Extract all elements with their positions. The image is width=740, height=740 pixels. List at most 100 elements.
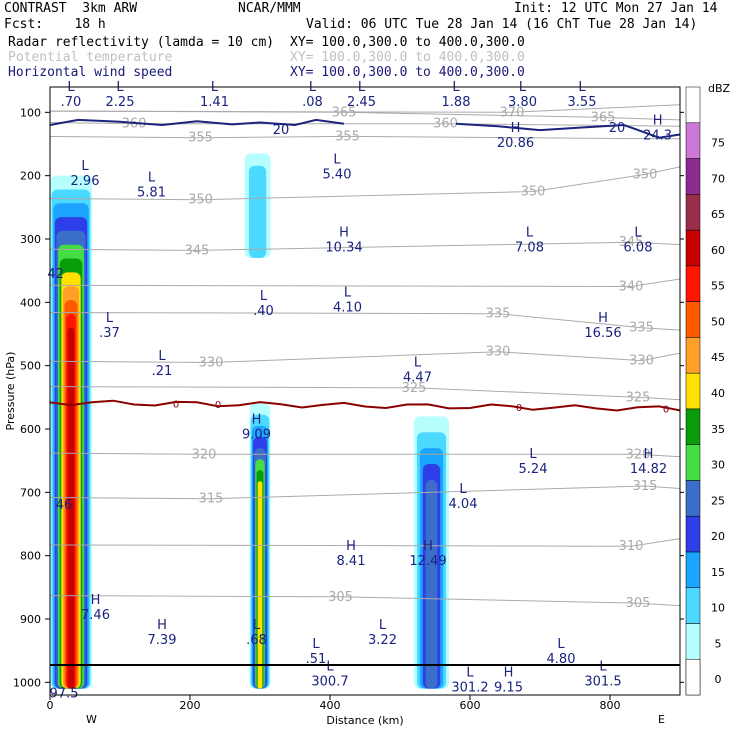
edge-value-label: 46 xyxy=(56,498,73,513)
colorbar-swatch-25 xyxy=(685,480,701,517)
wind-extremum-value: 5.40 xyxy=(323,168,352,183)
wind-extremum-value: .08 xyxy=(302,95,323,110)
theta-label-320: 320 xyxy=(192,447,217,462)
west-edge-convection-level-60 xyxy=(67,327,75,689)
wind-extremum-value: 2.96 xyxy=(71,174,100,189)
colorbar-unit: dBZ xyxy=(708,82,731,95)
y-tick-label: 600 xyxy=(20,423,41,436)
x-tick-label: 600 xyxy=(460,699,481,712)
theta-contour-340 xyxy=(50,278,680,288)
wind-extremum-value: 14.82 xyxy=(630,462,667,477)
wind-extremum-value: 9.15 xyxy=(494,681,523,696)
theta-contour-315 xyxy=(50,485,680,500)
theta-contour-335 xyxy=(50,312,680,331)
colorbar-swatch-10 xyxy=(685,587,701,624)
colorbar-swatch-70 xyxy=(685,158,701,195)
x-tick-label: 800 xyxy=(600,699,621,712)
wind-extremum-low-marker: L xyxy=(148,170,156,185)
theta-contour-310 xyxy=(50,538,680,547)
wind-extremum-high-marker: H xyxy=(423,539,433,554)
wind-extremum-low-marker: L xyxy=(526,226,534,241)
wind-extremum-value: 16.56 xyxy=(584,326,621,341)
wind-contour-20-west xyxy=(50,118,345,127)
wind-contour-label: 20 xyxy=(273,123,290,138)
theta-label-305: 305 xyxy=(626,596,651,611)
y-tick-label: 900 xyxy=(20,613,41,626)
theta-label-350: 350 xyxy=(521,185,546,200)
colorbar-level-label: 65 xyxy=(711,208,725,221)
colorbar-top-cap xyxy=(685,86,701,124)
theta-contour-320 xyxy=(50,452,680,458)
wind-extremum-low-marker: L xyxy=(260,289,268,304)
colorbar-swatch-30 xyxy=(685,444,701,481)
wind-extremum-value: 2.25 xyxy=(106,95,135,110)
theta-label-330: 330 xyxy=(629,354,654,369)
colorbar-swatch-60 xyxy=(685,229,701,267)
institution: NCAR/MMM xyxy=(238,1,301,16)
wind-extremum-value: 4.10 xyxy=(333,301,362,316)
wind-extremum-value: 3.55 xyxy=(568,95,597,110)
wind-extremum-value: .37 xyxy=(99,326,120,341)
wind-extremum-low-marker: L xyxy=(459,482,467,497)
theta-label-355: 355 xyxy=(188,131,213,146)
colorbar-level-label: 25 xyxy=(711,494,725,507)
colorbar-level-label: 30 xyxy=(711,459,725,472)
theta-label-350: 350 xyxy=(633,167,658,182)
wind-extremum-value: .68 xyxy=(246,633,267,648)
colorbar-level-label: 70 xyxy=(711,172,725,185)
theta-label-365: 365 xyxy=(591,110,616,125)
field-reflectivity-name: Radar reflectivity (lamda = 10 cm) xyxy=(8,35,275,50)
wind-extremum-value: 5.81 xyxy=(137,185,166,200)
theta-label-370: 370 xyxy=(500,105,525,120)
freezing-level-layer: 0 0 0 0 xyxy=(50,400,680,416)
wind-extremum-low-marker: L xyxy=(557,637,565,652)
plot-frame xyxy=(49,86,681,696)
colorbar-swatch-20 xyxy=(685,515,701,553)
freezing-level-label: 0 xyxy=(516,403,522,414)
theta-label-330: 330 xyxy=(199,356,224,371)
colorbar-level-label: 10 xyxy=(711,602,725,615)
wind-extremum-low-marker: L xyxy=(529,447,537,462)
theta-label-335: 335 xyxy=(629,321,654,336)
x-tick-label: 400 xyxy=(320,699,341,712)
colorbar-level-label: 0 xyxy=(715,673,722,686)
wind-extremum-high-marker: H xyxy=(346,539,356,554)
wind-extremum-high-marker: H xyxy=(653,113,663,128)
east-label: E xyxy=(658,713,665,726)
wind-extremum-value: 1.41 xyxy=(200,95,229,110)
theta-label-345: 345 xyxy=(185,243,210,258)
colorbar-level-label: 20 xyxy=(711,530,725,543)
colorbar-swatch-55 xyxy=(685,265,701,302)
colorbar-level-label: 40 xyxy=(711,387,725,400)
theta-label-310: 310 xyxy=(619,539,644,554)
wind-extremum-value: 9.09 xyxy=(242,427,271,442)
colorbar-swatch-50 xyxy=(685,301,701,338)
field-wind-name: Horizontal wind speed xyxy=(8,65,173,80)
theta-contour-330 xyxy=(50,351,680,364)
freezing-level-label: 0 xyxy=(663,405,669,416)
edge-value-label: 97.5 xyxy=(50,687,79,702)
colorbar-swatch-75 xyxy=(685,122,701,159)
theta-label-335: 335 xyxy=(486,307,511,322)
wind-extremum-value: .70 xyxy=(61,95,82,110)
theta-contour-370 xyxy=(50,104,680,113)
wind-extremum-low-marker: L xyxy=(312,637,320,652)
x-tick-label: 0 xyxy=(47,699,54,712)
upper-echo-300km-level-10 xyxy=(248,165,267,258)
colorbar-level-label: 15 xyxy=(711,566,725,579)
wind-extremum-low-marker: L xyxy=(158,349,166,364)
wind-extremum-value: 12.49 xyxy=(409,554,446,569)
colorbar-swatch-40 xyxy=(685,372,701,410)
valid-time: Valid: 06 UTC Tue 28 Jan 14 (16 ChT Tue … xyxy=(306,17,698,32)
theta-label-315: 315 xyxy=(199,492,224,507)
wind-extremum-value: 2.45 xyxy=(347,95,376,110)
freezing-level-label: 0 xyxy=(173,400,179,411)
theta-contour-layer: 370 365 365 360 360 355 355 350 350 350 345 345 340 3… xyxy=(50,104,680,611)
wind-extremum-value: 4.80 xyxy=(547,652,576,667)
y-tick-label: 300 xyxy=(20,233,41,246)
colorbar-level-label: 75 xyxy=(711,137,725,150)
wind-extremum-value: 6.08 xyxy=(624,241,653,256)
theta-label-320: 320 xyxy=(626,447,651,462)
wind-extremum-low-marker: L xyxy=(379,618,387,633)
